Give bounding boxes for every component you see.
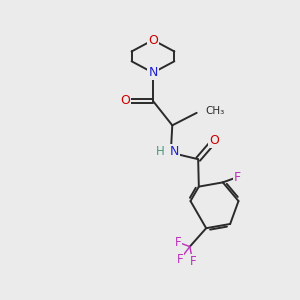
Text: CH₃: CH₃ [205, 106, 224, 116]
Text: N: N [170, 145, 179, 158]
Text: F: F [190, 255, 196, 268]
Text: H: H [156, 145, 165, 158]
Text: O: O [209, 134, 219, 147]
Text: F: F [175, 236, 181, 249]
Text: F: F [234, 170, 241, 184]
Text: O: O [120, 94, 130, 107]
Text: O: O [148, 34, 158, 46]
Text: N: N [148, 66, 158, 79]
Text: F: F [177, 253, 184, 266]
